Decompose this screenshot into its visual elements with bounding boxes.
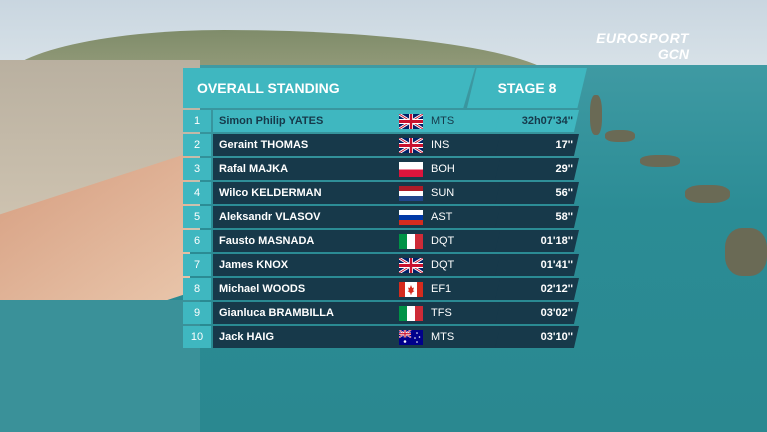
rider-name: James KNOX	[219, 259, 289, 271]
time-gap: 58''	[555, 211, 573, 223]
row-background	[213, 278, 503, 300]
time-background	[495, 158, 579, 180]
stage-label: STAGE 8	[467, 68, 587, 108]
time-gap: 29''	[555, 163, 573, 175]
time-background	[495, 182, 579, 204]
gcn-logo-text: GCN	[657, 46, 689, 62]
rider-name: Aleksandr VLASOV	[219, 211, 321, 223]
team-code: DQT	[431, 259, 455, 271]
time-gap: 56''	[555, 187, 573, 199]
row-background	[213, 134, 503, 156]
row-background	[213, 230, 503, 252]
rank-position: 9	[183, 302, 211, 324]
team-code: INS	[431, 139, 450, 151]
rank-position: 10	[183, 326, 211, 348]
team-code: SUN	[431, 187, 455, 199]
team-code: TFS	[431, 307, 452, 319]
time-background	[495, 110, 579, 132]
time-background	[495, 326, 579, 348]
breakwater	[640, 155, 680, 167]
rank-position: 1	[183, 110, 211, 132]
row-background	[213, 206, 503, 228]
rider-name: Rafal MAJKA	[219, 163, 289, 175]
standings-row: 6 Fausto MASNADA DQT 01'18''	[183, 230, 587, 252]
standings-header: OVERALL STANDING STAGE 8	[183, 68, 587, 108]
standings-list: 1 Simon Philip YATES MTS 32h07'34'' 2 Geraint…	[183, 110, 587, 348]
standings-row: 10 Jack HAIG MTS 03'10''	[183, 326, 587, 348]
row-background	[213, 302, 503, 324]
standings-row: 3 Rafal MAJKA BOH 29''	[183, 158, 587, 180]
row-background	[213, 254, 503, 276]
breakwater	[605, 130, 635, 142]
breakwater	[725, 228, 767, 276]
rank-position: 6	[183, 230, 211, 252]
rider-name: Geraint THOMAS	[219, 139, 309, 151]
time-gap: 03'10''	[540, 331, 573, 343]
team-code: BOH	[431, 163, 455, 175]
time-gap: 01'18''	[540, 235, 573, 247]
time-gap: 02'12''	[540, 283, 573, 295]
team-code: AST	[431, 211, 453, 223]
standings-row: 9 Gianluca BRAMBILLA TFS 03'02''	[183, 302, 587, 324]
russia-flag-icon	[399, 210, 423, 225]
rider-name: Fausto MASNADA	[219, 235, 315, 247]
standings-row: 5 Aleksandr VLASOV AST 58''	[183, 206, 587, 228]
uk-flag-icon	[398, 112, 424, 131]
time-background	[495, 134, 579, 156]
time-background	[495, 254, 579, 276]
standings-row: 7 James KNOX DQT 01'41''	[183, 254, 587, 276]
row-background	[213, 158, 503, 180]
rank-position: 5	[183, 206, 211, 228]
netherlands-flag-icon	[399, 186, 423, 201]
rider-name: Jack HAIG	[219, 331, 275, 343]
rank-position: 8	[183, 278, 211, 300]
time-background	[495, 206, 579, 228]
australia-flag-icon	[398, 329, 423, 345]
standings-board: OVERALL STANDING STAGE 8 1 Simon Philip Y…	[183, 68, 587, 350]
italy-flag-icon	[399, 306, 423, 321]
team-code: EF1	[431, 283, 452, 295]
canada-flag-icon	[399, 282, 423, 297]
team-code: MTS	[431, 115, 455, 127]
rank-position: 2	[183, 134, 211, 156]
rider-name: Michael WOODS	[219, 283, 306, 295]
rank-position: 7	[183, 254, 211, 276]
standings-title: OVERALL STANDING	[183, 68, 475, 108]
time-gap: 32h07'34''	[521, 115, 573, 127]
rider-name: Simon Philip YATES	[219, 115, 324, 127]
rider-name: Gianluca BRAMBILLA	[219, 307, 334, 319]
rider-name: Wilco KELDERMAN	[219, 187, 322, 199]
standings-row: 2 Geraint THOMAS INS 17''	[183, 134, 587, 156]
time-gap: 03'02''	[540, 307, 573, 319]
eurosport-logo-text: EUROSPORT	[596, 30, 689, 46]
time-gap: 01'41''	[540, 259, 573, 271]
time-background	[495, 278, 579, 300]
time-background	[495, 230, 579, 252]
italy-flag-icon	[399, 234, 423, 249]
time-background	[495, 302, 579, 324]
breakwater	[685, 185, 730, 203]
rank-position: 4	[183, 182, 211, 204]
standings-row: 8 Michael WOODS EF1 02'12''	[183, 278, 587, 300]
breakwater	[590, 95, 602, 135]
poland-flag-icon	[399, 162, 423, 177]
team-code: DQT	[431, 235, 455, 247]
uk-flag-icon	[398, 256, 424, 275]
standings-row: 1 Simon Philip YATES MTS 32h07'34''	[183, 110, 587, 132]
row-background	[213, 182, 503, 204]
shore-water	[0, 300, 200, 432]
uk-flag-icon	[398, 136, 424, 155]
row-background	[213, 326, 503, 348]
time-gap: 17''	[555, 139, 573, 151]
standings-row: 4 Wilco KELDERMAN SUN 56''	[183, 182, 587, 204]
row-background	[213, 110, 503, 132]
rank-position: 3	[183, 158, 211, 180]
team-code: MTS	[431, 331, 455, 343]
broadcaster-logo: EUROSPORT GCN	[596, 30, 689, 62]
